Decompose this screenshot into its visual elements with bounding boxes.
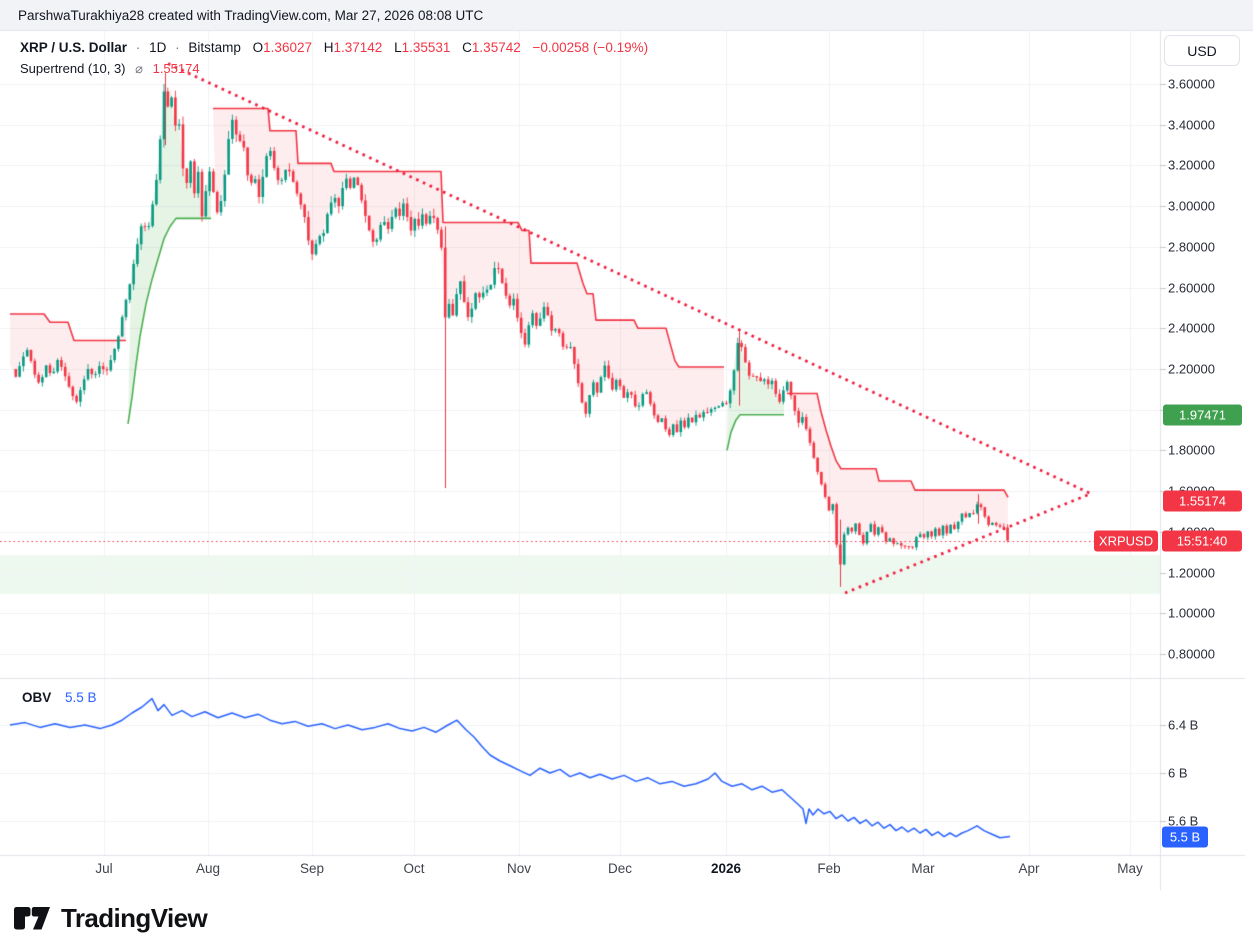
price-axis-label: 3.00000: [1168, 198, 1215, 214]
price-axis-label: 1.80000: [1168, 442, 1215, 458]
price-axis-label: 1.00000: [1168, 605, 1215, 621]
time-axis-label: Mar: [911, 861, 935, 876]
price-badge: 15:51:40: [1162, 530, 1242, 552]
supertrend-legend[interactable]: Supertrend (10, 3) ⌀ 1.55174: [20, 61, 200, 77]
currency-label: USD: [1187, 42, 1217, 59]
symbol-name: XRP / U.S. Dollar: [20, 40, 128, 55]
price-axis-label: 2.80000: [1168, 239, 1215, 255]
price-axis-label: 2.60000: [1168, 280, 1215, 296]
footer-brand[interactable]: TradingView: [14, 896, 414, 940]
time-axis-label: Aug: [195, 861, 221, 876]
time-axis-label: May: [1117, 861, 1143, 876]
time-axis-label: 2026: [710, 861, 742, 876]
price-axis-label: 3.60000: [1168, 76, 1215, 92]
obv-name: OBV: [22, 690, 52, 705]
indicator-value: 1.55174: [152, 61, 200, 76]
symbol-price-badge: XRPUSD: [1094, 530, 1158, 552]
obv-value: 5.5 B: [65, 690, 97, 705]
symbol-legend[interactable]: XRP / U.S. Dollar · 1D · Bitstamp O1.360…: [20, 40, 648, 55]
tradingview-wordmark: TradingView: [61, 902, 208, 933]
time-axis-label: Apr: [1018, 861, 1040, 876]
obv-legend[interactable]: OBV 5.5 B: [22, 690, 97, 705]
time-axis-label: Dec: [607, 861, 633, 876]
obv-axis-label: 6.4 B: [1168, 717, 1199, 733]
price-axis-label: 2.20000: [1168, 361, 1215, 377]
ohlc-high: H1.37142: [323, 40, 383, 55]
time-axis-label: Jul: [95, 861, 113, 876]
change-value: −0.00258 (−0.19%): [532, 40, 649, 55]
currency-toggle-button[interactable]: USD: [1164, 35, 1240, 66]
price-axis-label: 3.40000: [1168, 117, 1215, 133]
indicator-name: Supertrend (10, 3): [20, 61, 126, 76]
time-axis-label: Sep: [299, 861, 325, 876]
time-axis-label: Nov: [506, 861, 532, 876]
tradingview-logo-icon: [14, 906, 50, 929]
obv-value-badge: 5.5 B: [1162, 826, 1208, 848]
legend-separator: ·: [135, 40, 141, 55]
legend-separator: ·: [175, 40, 180, 55]
time-axis-label: Oct: [403, 861, 425, 876]
ohlc-open: O1.36027: [252, 40, 312, 55]
obv-axis-label: 6 B: [1168, 765, 1188, 781]
interval-label: 1D: [149, 40, 167, 55]
obv-axis-label: 5.6 B: [1168, 813, 1199, 829]
price-badge: 1.97471: [1163, 404, 1242, 426]
price-axis-label: 2.40000: [1168, 320, 1215, 336]
indicator-hidden-icon: ⌀: [135, 61, 143, 76]
ohlc-low: L1.35531: [394, 40, 451, 55]
ohlc-close: C1.35742: [462, 40, 521, 55]
price-axis-label: 3.20000: [1168, 157, 1215, 173]
exchange-label: Bitstamp: [188, 40, 241, 55]
time-axis-label: Feb: [817, 861, 841, 876]
price-axis-label: 1.20000: [1168, 565, 1215, 581]
price-badge: 1.55174: [1163, 490, 1242, 512]
price-axis-label: 0.80000: [1168, 646, 1215, 662]
